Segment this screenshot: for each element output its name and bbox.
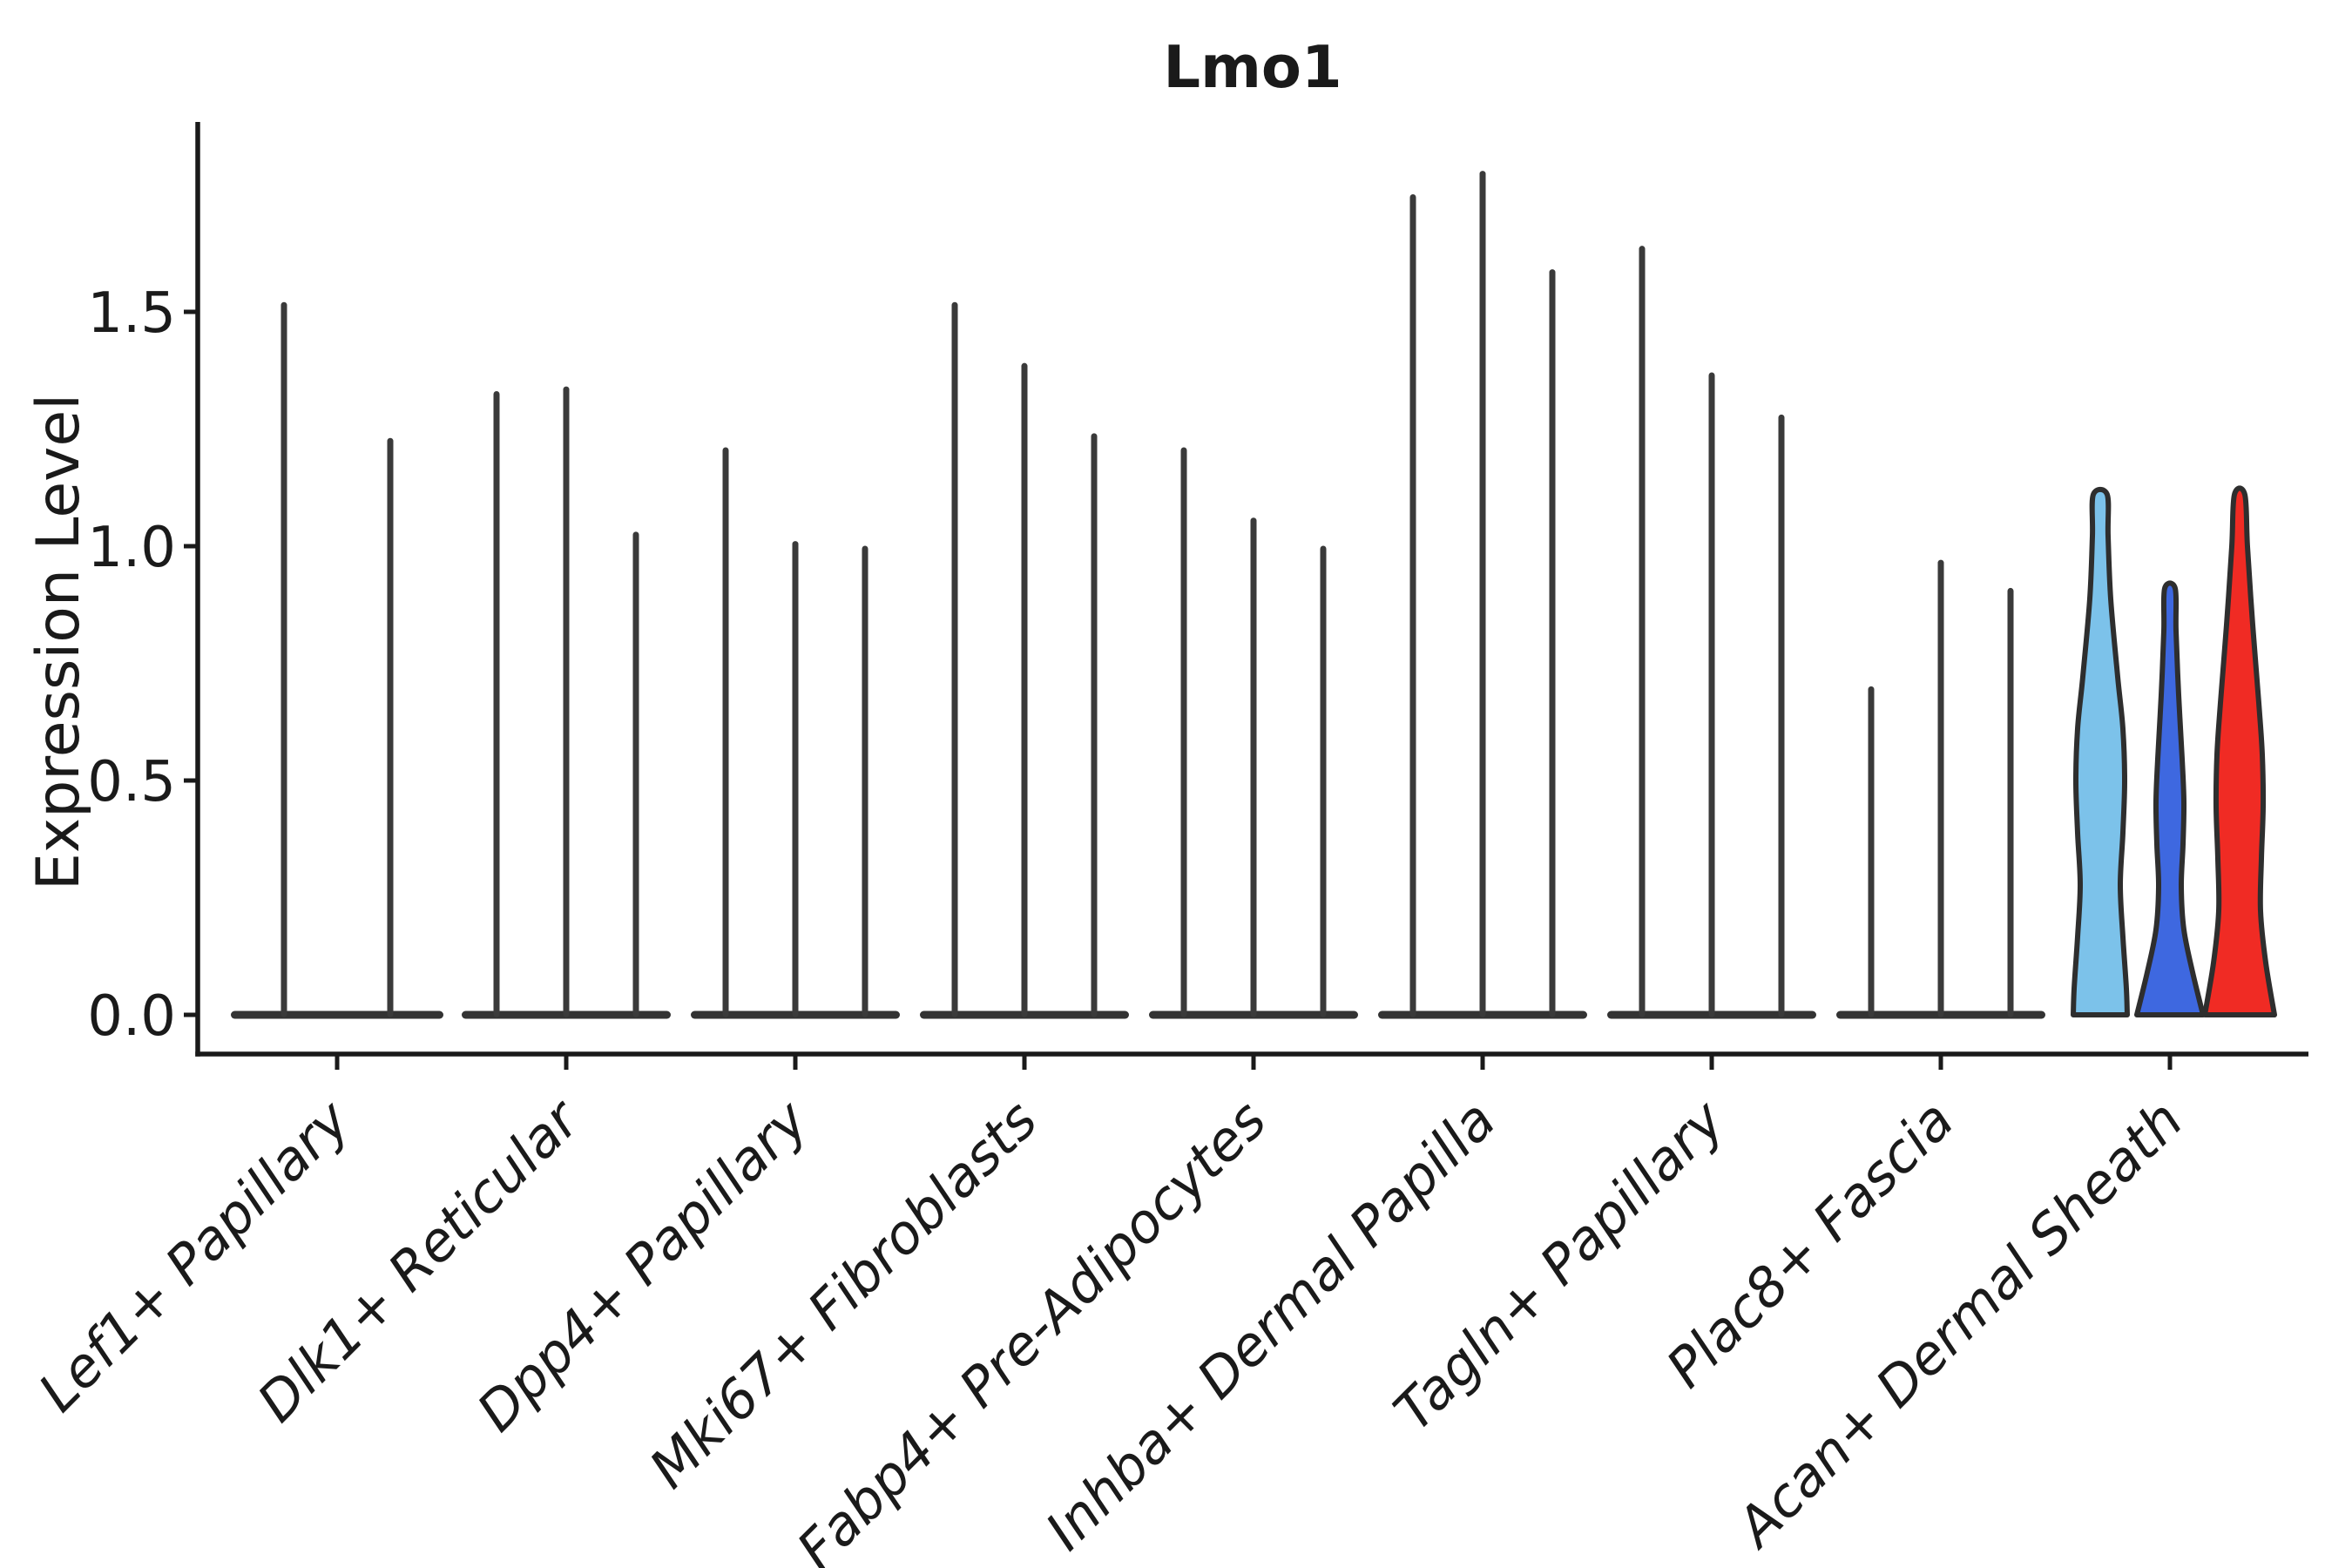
x-tick-label: Fabp4+ Pre-Adipocytes	[785, 1088, 1279, 1568]
violins	[231, 171, 2277, 1019]
violin-group	[462, 386, 671, 1019]
violin-group	[1607, 246, 1816, 1019]
filled-violin	[2134, 580, 2206, 1017]
violin-group	[1149, 447, 1358, 1019]
x-tick-label: Mki67+ Fibroblasts	[637, 1088, 1049, 1500]
y-axis-label: Expression Level	[24, 394, 93, 890]
filled-violin	[2071, 486, 2130, 1017]
y-tick-label: 1.5	[87, 281, 176, 346]
violin-group	[1378, 171, 1587, 1019]
x-tick-label: Acan+ Dermal Sheath	[1722, 1088, 2195, 1561]
y-tick-label: 1.0	[87, 516, 176, 580]
violin-group	[691, 447, 900, 1019]
violin-baseline	[231, 1010, 443, 1019]
axes	[184, 122, 2308, 1070]
violin-group	[1836, 559, 2045, 1019]
chart-title: Lmo1	[1163, 33, 1342, 101]
y-tick-label: 0.0	[87, 984, 176, 1049]
violin-group	[2071, 485, 2277, 1017]
violin-group	[920, 301, 1129, 1019]
violin-group	[231, 301, 443, 1019]
x-tick-label: Inhba+ Dermal Papilla	[1033, 1088, 1507, 1562]
y-tick-label: 0.5	[87, 750, 176, 814]
filled-violin	[2202, 485, 2277, 1017]
